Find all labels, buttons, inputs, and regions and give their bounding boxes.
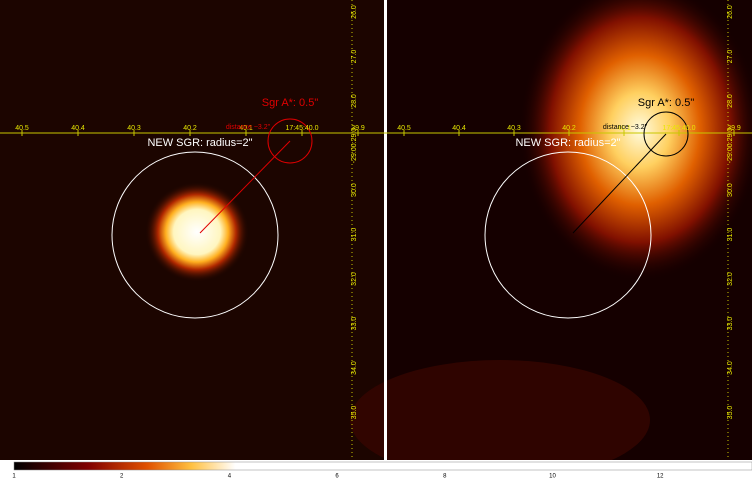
colorbar	[14, 462, 752, 470]
dec-tick-label: 35.0	[351, 406, 358, 420]
page: 40.540.440.340.240.117:45:40.039.940.540…	[0, 0, 752, 480]
dec-tick-label: 35.0	[727, 406, 734, 420]
ra-tick-label: 40.5	[15, 125, 29, 132]
dec-tick-label: 27.0	[727, 50, 734, 64]
dec-tick-label: 30.0	[351, 183, 358, 197]
dec-tick-label: -29:00:29.0	[351, 128, 358, 164]
colorbar-tick-label: 12	[657, 474, 664, 480]
source-label: Sgr A*: 0.5"	[262, 97, 319, 109]
dec-tick-label: 34.0	[351, 361, 358, 375]
dec-tick-label: 30.0	[727, 183, 734, 197]
source-blob	[145, 182, 249, 282]
ra-tick-label: 17:45:40.0	[285, 125, 318, 132]
ra-tick-label: 40.2	[562, 125, 576, 132]
region-label: NEW SGR: radius=2"	[147, 137, 252, 149]
ra-tick-label: 40.2	[183, 125, 197, 132]
distance-label: distance ~3.2"	[603, 124, 648, 131]
ra-tick-label: 40.4	[71, 125, 85, 132]
panel-divider	[384, 0, 387, 460]
ra-tick-label: 17:45:40.0	[662, 125, 695, 132]
distance-label: distance ~3.2"	[226, 124, 271, 131]
source-label: Sgr A*: 0.5"	[638, 97, 695, 109]
ds9-view: 40.540.440.340.240.117:45:40.039.940.540…	[0, 0, 752, 480]
dec-tick-label: 32.0	[727, 272, 734, 286]
dec-tick-label: 26.0	[351, 5, 358, 19]
dec-tick-label: 27.0	[351, 50, 358, 64]
dec-tick-label: 33.0	[351, 317, 358, 331]
dec-tick-label: -29:00:29.0	[727, 128, 734, 164]
dec-tick-label: 28.0	[351, 94, 358, 108]
dec-tick-label: 34.0	[727, 361, 734, 375]
dec-tick-label: 26.0	[727, 5, 734, 19]
dec-tick-label: 31.0	[727, 228, 734, 242]
ra-tick-label: 40.3	[127, 125, 141, 132]
ra-tick-label: 40.4	[452, 125, 466, 132]
dec-tick-label: 33.0	[727, 317, 734, 331]
region-label: NEW SGR: radius=2"	[515, 137, 620, 149]
dec-tick-label: 32.0	[351, 272, 358, 286]
colorbar-tick-label: 10	[549, 474, 556, 480]
dec-tick-label: 31.0	[351, 228, 358, 242]
ra-tick-label: 40.3	[507, 125, 521, 132]
dec-tick-label: 28.0	[727, 94, 734, 108]
ra-tick-label: 40.5	[397, 125, 411, 132]
